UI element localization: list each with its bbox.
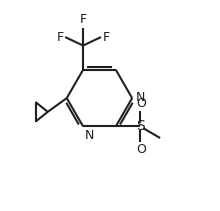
Text: S: S [136, 119, 145, 133]
Text: F: F [56, 31, 64, 44]
Text: N: N [136, 91, 145, 104]
Text: F: F [103, 31, 110, 44]
Text: O: O [136, 143, 146, 156]
Text: O: O [136, 97, 146, 110]
Text: N: N [85, 129, 95, 142]
Text: F: F [80, 13, 87, 26]
